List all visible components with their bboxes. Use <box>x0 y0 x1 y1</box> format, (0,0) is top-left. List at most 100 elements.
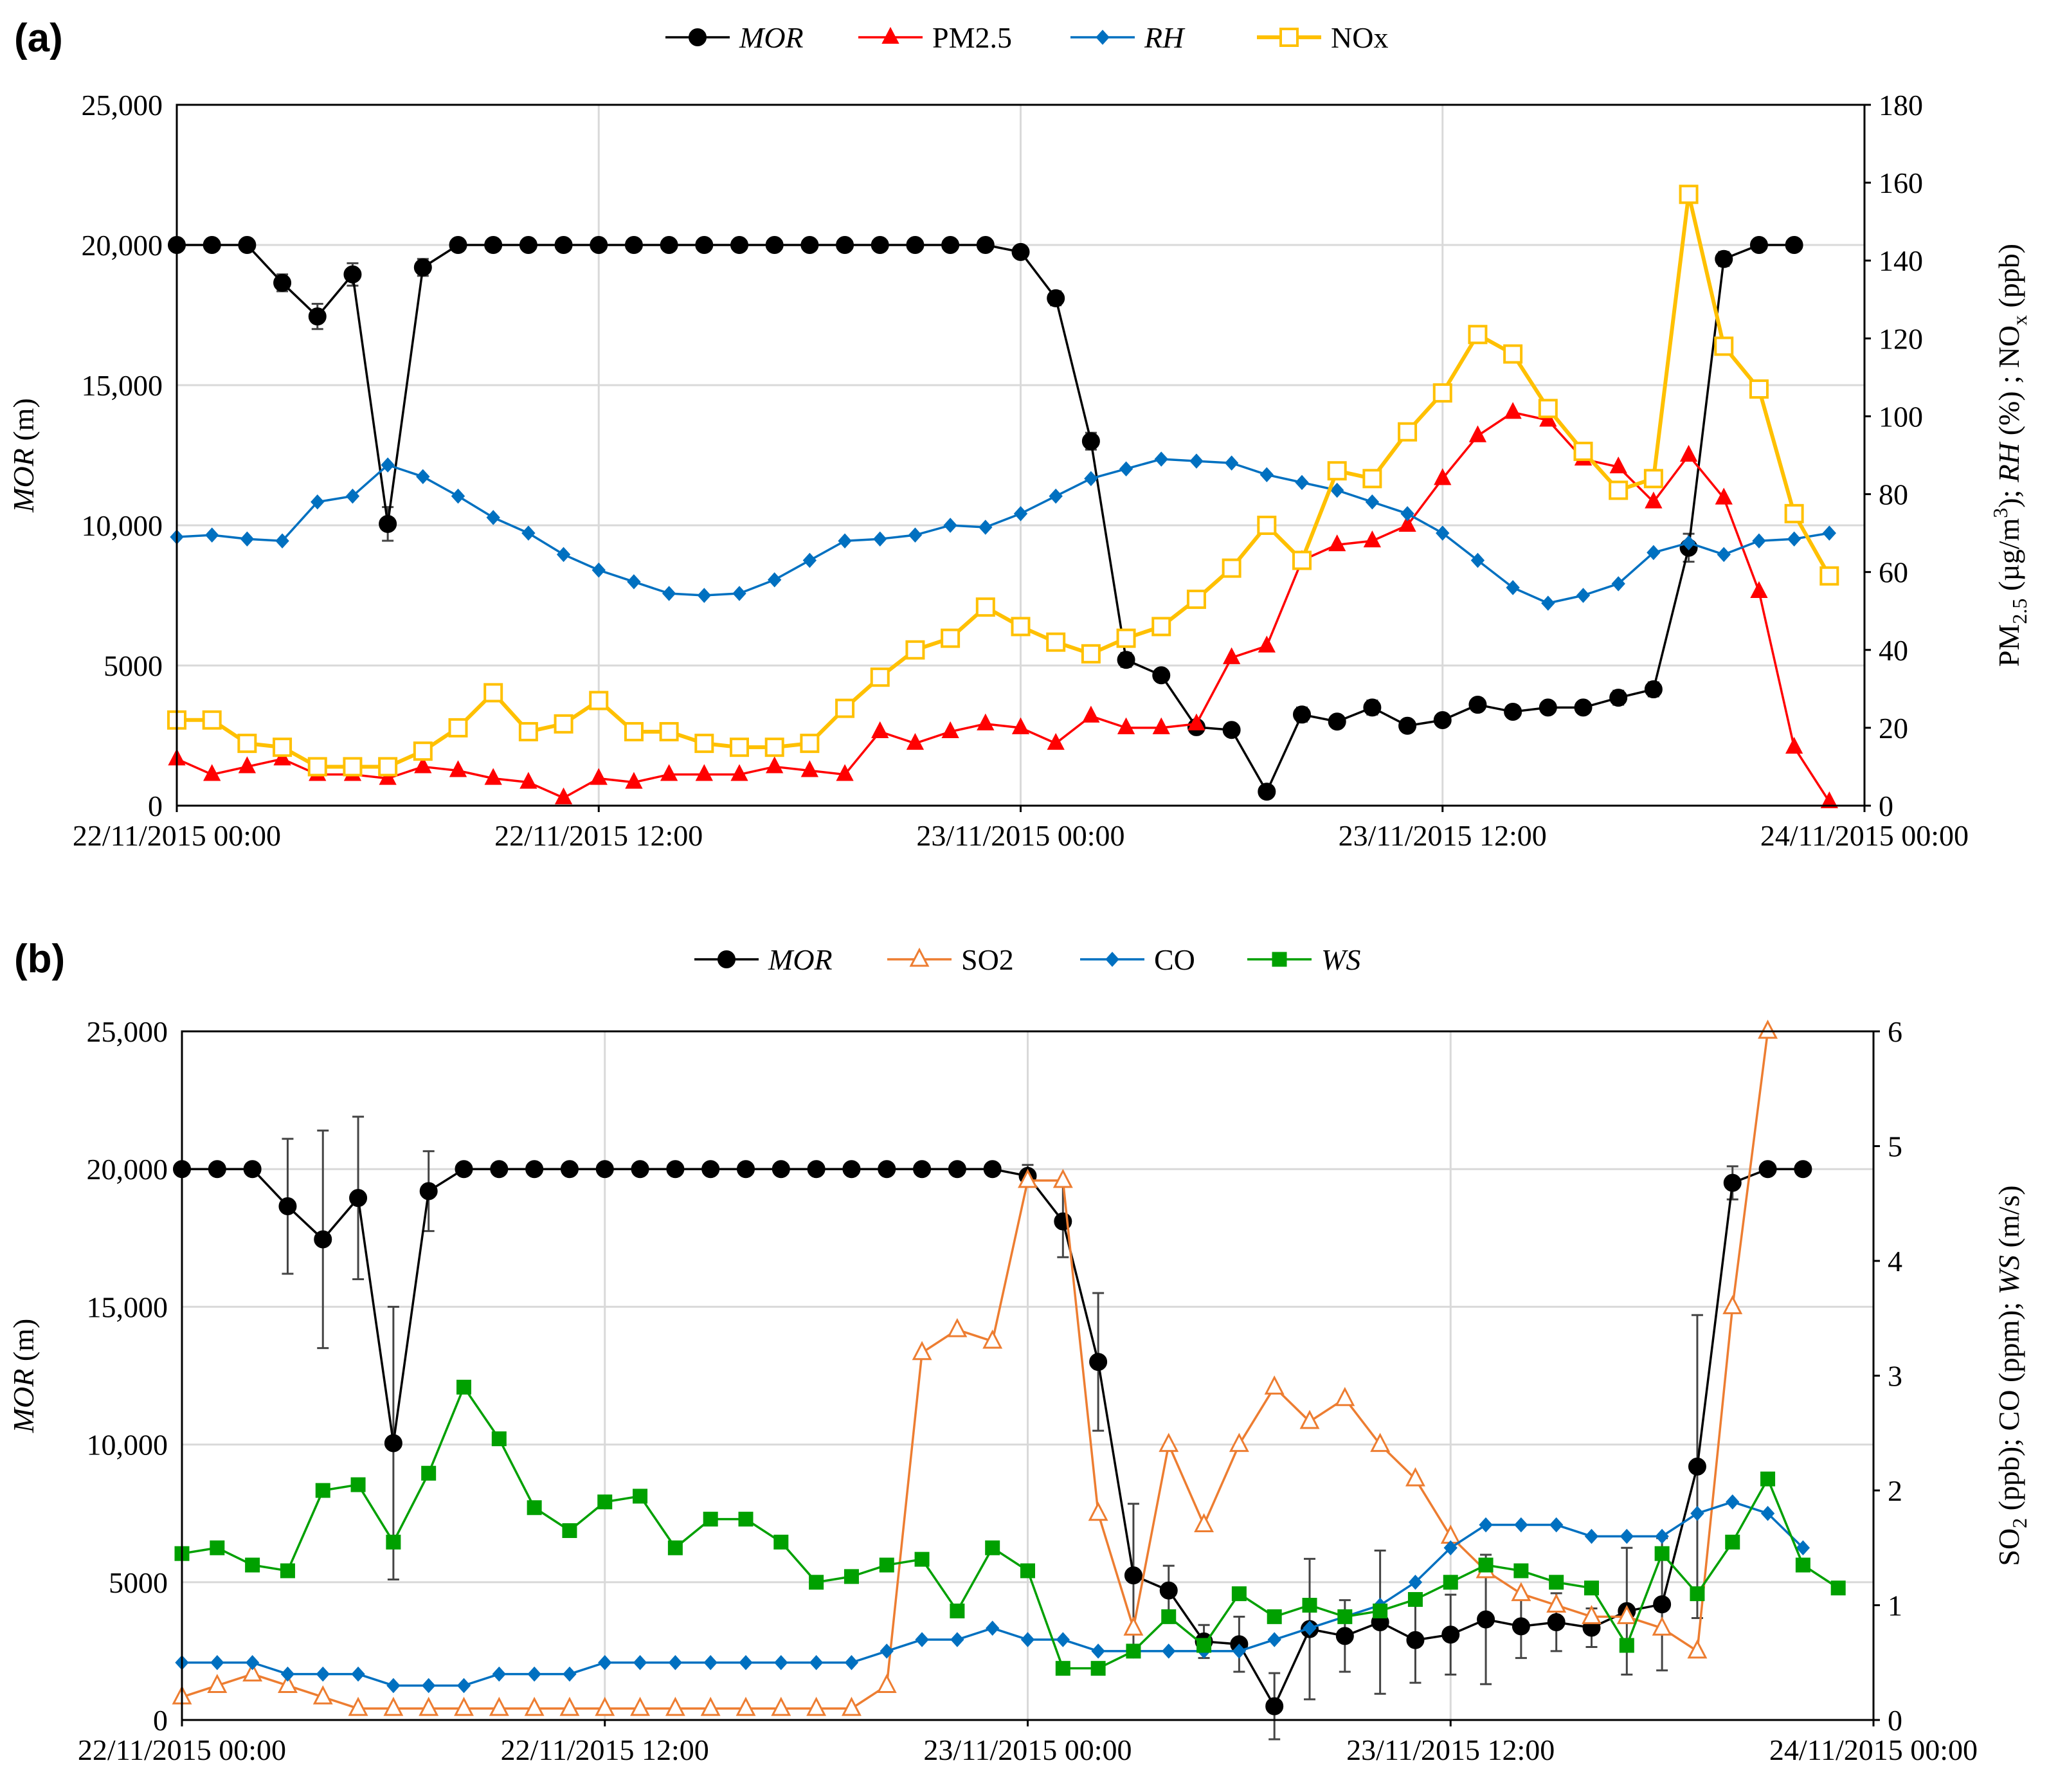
data-point <box>771 1696 791 1716</box>
data-point <box>413 741 433 761</box>
data-point <box>240 531 255 547</box>
data-point <box>1620 1528 1634 1544</box>
data-point <box>490 1160 509 1179</box>
data-point <box>1011 717 1030 734</box>
data-point <box>912 1341 932 1361</box>
data-point <box>1549 1517 1564 1533</box>
data-point <box>554 236 573 254</box>
data-point <box>941 628 961 648</box>
y-axis-left-title: MOR (m) <box>7 398 40 513</box>
data-point <box>1616 1605 1637 1624</box>
series-line <box>181 1031 1769 1710</box>
data-point <box>1159 1581 1178 1600</box>
axes-b: 0 5000 10,000 15,000 20,000 25,000 0 1 2 3 4 5 6 22/1… <box>7 1015 2031 1766</box>
data-point <box>1047 732 1065 750</box>
data-point <box>1194 1513 1214 1533</box>
y-right-tick-label: 160 <box>1879 167 1923 199</box>
data-point <box>280 1666 295 1682</box>
data-point <box>456 1678 471 1694</box>
data-point <box>1443 1540 1458 1555</box>
legend-a: MOR PM2.5 RH NOx <box>665 21 1388 54</box>
data-point <box>873 531 887 547</box>
data-point <box>1116 628 1136 648</box>
data-point <box>1752 533 1766 548</box>
data-point <box>1619 1638 1634 1653</box>
data-point <box>1299 1409 1320 1429</box>
y-left-tick-label: 0 <box>148 790 163 822</box>
data-point <box>1432 383 1452 403</box>
data-point <box>1196 1638 1212 1653</box>
data-point <box>210 1540 225 1555</box>
data-point <box>765 236 784 254</box>
data-point <box>312 1685 333 1705</box>
data-point <box>1229 1433 1249 1453</box>
data-point <box>1222 647 1241 664</box>
data-point <box>1758 1160 1777 1179</box>
data-point <box>1258 635 1276 653</box>
data-point <box>1584 1580 1599 1596</box>
data-point <box>349 1189 368 1208</box>
data-point <box>730 764 748 781</box>
data-point <box>590 236 608 254</box>
legend-item-rh: RH <box>1070 21 1186 54</box>
data-point <box>205 527 219 543</box>
data-point <box>559 1696 580 1716</box>
y-right-tick-label: 0 <box>1888 1704 1902 1737</box>
data-point <box>1511 1582 1531 1602</box>
data-point <box>1398 514 1416 532</box>
data-point <box>1725 1534 1740 1550</box>
series-co <box>175 1494 1810 1694</box>
data-point <box>554 714 573 734</box>
data-point <box>809 1655 824 1670</box>
data-point <box>416 469 430 485</box>
legend-label: NOx <box>1331 21 1388 54</box>
data-point <box>454 1696 474 1716</box>
data-point <box>492 1666 506 1682</box>
data-point <box>381 457 395 473</box>
x-tick-label: 24/11/2015 00:00 <box>1760 819 1969 852</box>
series-mor <box>173 1116 1812 1741</box>
data-point <box>1363 530 1382 548</box>
data-point <box>1546 1593 1567 1613</box>
y-right-tick-label: 5 <box>1888 1130 1902 1163</box>
data-point <box>1584 1528 1599 1544</box>
data-point <box>1152 717 1170 734</box>
data-point <box>486 510 500 525</box>
data-point <box>1011 242 1030 261</box>
series-layer-a <box>167 185 1839 808</box>
data-point <box>943 518 957 533</box>
axes-a: 0 5000 10,000 15,000 20,000 25,000 0 20 40 60 80 10… <box>7 89 2031 852</box>
data-point <box>662 586 676 601</box>
legend-label: MOR <box>768 943 833 976</box>
data-point <box>630 1696 651 1716</box>
data-point <box>807 1160 826 1179</box>
data-point <box>1020 1632 1035 1647</box>
data-point <box>1161 1609 1177 1624</box>
data-point <box>1152 666 1171 685</box>
x-tick-label: 23/11/2015 00:00 <box>916 819 1124 852</box>
series-pm25 <box>168 402 1838 808</box>
data-point <box>1644 680 1663 699</box>
data-point <box>1055 1661 1070 1676</box>
data-point <box>1267 1609 1282 1624</box>
x-tick-label: 24/11/2015 00:00 <box>1769 1733 1978 1766</box>
data-point <box>1723 1173 1742 1192</box>
data-point <box>519 236 537 254</box>
x-tick-label: 23/11/2015 12:00 <box>1339 819 1547 852</box>
data-point <box>1151 617 1171 637</box>
data-point <box>983 1160 1002 1179</box>
data-point <box>739 1655 753 1670</box>
data-point <box>202 710 222 730</box>
data-point <box>1222 721 1241 739</box>
data-point <box>1609 480 1629 500</box>
data-point <box>343 757 363 777</box>
data-point <box>1328 712 1346 731</box>
data-point <box>1794 1160 1812 1179</box>
data-point <box>1574 698 1593 717</box>
data-point <box>1822 525 1836 541</box>
legend-label: CO <box>1154 943 1195 976</box>
data-point <box>1653 1595 1672 1614</box>
y-right-tick-label: 0 <box>1879 790 1893 822</box>
panel-label-a: (a) <box>14 16 63 60</box>
